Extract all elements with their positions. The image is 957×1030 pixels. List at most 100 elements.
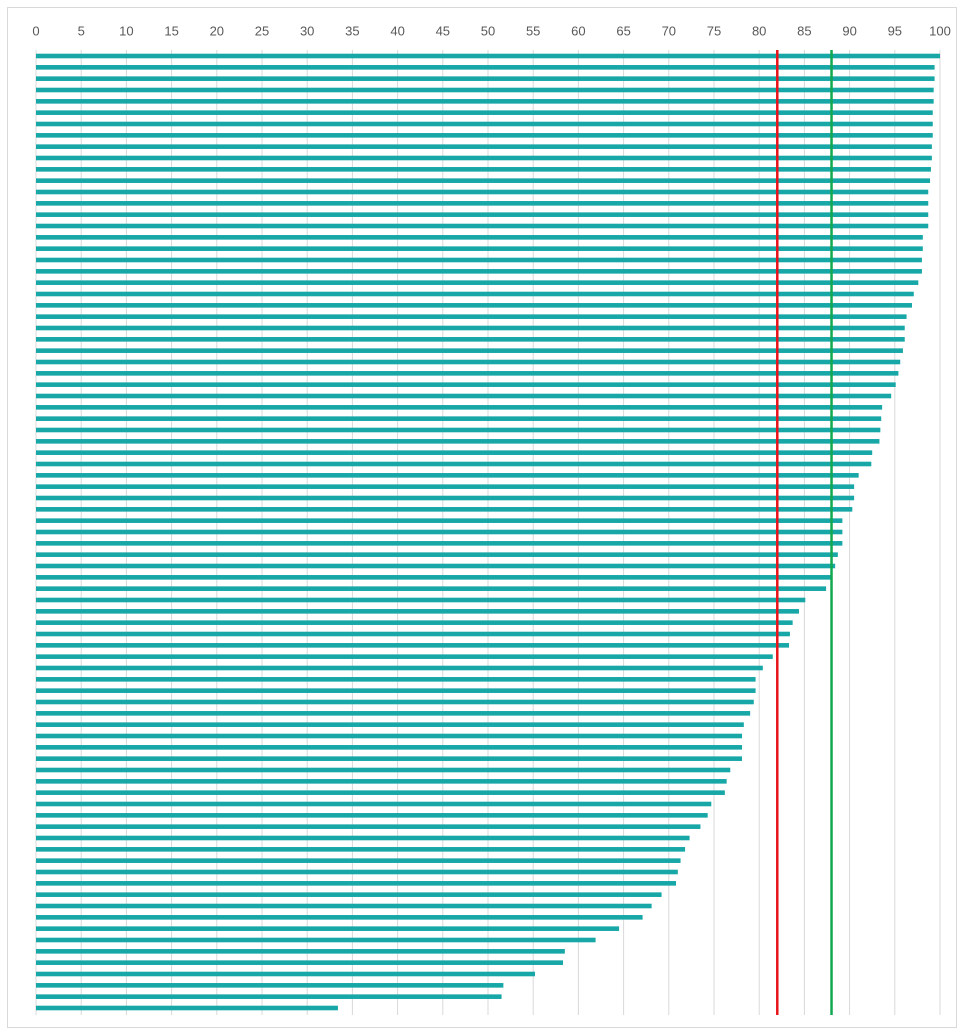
bar [36,677,756,682]
x-tick-label: 40 [390,23,404,38]
bar [36,133,933,138]
bar [36,144,932,149]
bar [36,529,843,535]
bar [36,393,892,399]
bar [36,994,502,999]
bar [36,541,843,546]
bar [36,892,662,897]
x-tick-label: 45 [436,23,450,38]
bar [36,495,855,501]
bar [36,733,743,739]
bar [36,620,793,625]
bar [36,76,935,81]
bar [36,813,708,818]
bar [36,484,855,489]
x-tick-label: 85 [797,23,811,38]
bar [36,790,725,795]
x-tick-label: 35 [345,23,359,38]
bar [36,1005,338,1011]
x-tick-label: 0 [32,23,39,38]
x-tick-label: 90 [842,23,856,38]
bar [36,280,919,285]
bar [36,949,565,954]
bar [36,756,743,761]
bar [36,167,931,172]
bar [36,937,596,943]
bar [36,699,754,705]
x-tick-label: 55 [526,23,540,38]
bar [36,371,899,376]
bar [36,745,743,750]
bar [36,246,923,251]
x-tick-label: 80 [752,23,766,38]
x-tick-label: 50 [481,23,495,38]
bar [36,507,853,512]
bar [36,337,905,342]
x-tick-label: 5 [78,23,85,38]
bar [36,291,914,297]
bar [36,869,678,875]
bar [36,881,677,886]
bar [36,382,896,387]
bar [36,971,536,977]
bar [36,835,690,841]
bar [36,416,882,421]
x-tick-label: 60 [571,23,585,38]
bar [36,110,933,115]
bar [36,609,799,614]
bar [36,257,922,263]
bar [36,348,903,353]
bar [36,983,504,988]
bar [36,552,838,557]
bar [36,518,843,523]
bar [36,575,833,580]
bar [36,461,872,467]
bar [36,631,790,637]
x-tick-label: 25 [255,23,269,38]
x-tick-label: 10 [119,23,133,38]
x-tick-label: 20 [210,23,224,38]
bar [36,99,934,104]
bar [36,53,940,59]
bar [36,586,827,591]
bar [36,303,912,308]
bar [36,824,701,829]
x-tick-label: 65 [616,23,630,38]
x-tick-label: 70 [662,23,676,38]
x-tick-label: 95 [888,23,902,38]
bar [36,711,751,716]
bar [36,121,933,127]
x-tick-label: 100 [929,23,951,38]
bar [36,563,836,569]
bar [36,314,907,319]
bar [36,597,806,603]
bar [36,926,620,931]
chart-border [7,7,957,1028]
bar [36,903,652,909]
bar [36,325,905,331]
bar [36,201,929,206]
bar [36,767,731,773]
bar [36,779,727,784]
bar [36,722,744,727]
bar [36,269,922,274]
bar [36,960,564,965]
bar [36,688,756,693]
bar [36,405,883,410]
x-tick-label: 75 [707,23,721,38]
x-tick-label: 15 [164,23,178,38]
bar [36,450,873,455]
bar [36,847,686,852]
bar [36,65,935,70]
bar [36,801,712,807]
bar [36,915,643,920]
bar [36,178,931,183]
bar [36,189,929,195]
x-tick-label: 30 [300,23,314,38]
bar [36,473,859,478]
bar [36,427,881,433]
bar [36,212,929,217]
bar [36,223,929,229]
